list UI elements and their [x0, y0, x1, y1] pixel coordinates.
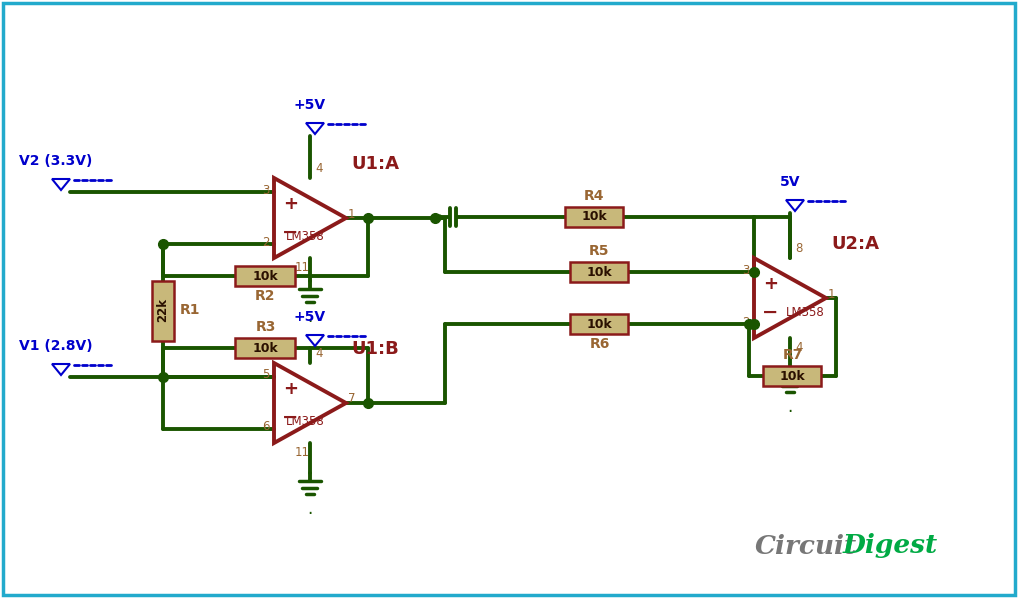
- FancyBboxPatch shape: [3, 3, 1015, 595]
- Text: U1:B: U1:B: [351, 340, 399, 358]
- Polygon shape: [306, 335, 324, 346]
- FancyBboxPatch shape: [570, 314, 628, 334]
- Text: 4: 4: [795, 341, 802, 354]
- Text: Digest: Digest: [843, 533, 939, 559]
- Text: 10k: 10k: [252, 270, 278, 282]
- Text: 2: 2: [742, 316, 750, 328]
- FancyBboxPatch shape: [235, 338, 295, 358]
- Text: +: +: [283, 380, 297, 398]
- FancyBboxPatch shape: [570, 262, 628, 282]
- Text: Circuit: Circuit: [755, 533, 857, 559]
- Text: .: .: [307, 308, 313, 326]
- FancyBboxPatch shape: [152, 280, 174, 340]
- Text: R6: R6: [589, 337, 610, 351]
- Text: −: −: [762, 303, 779, 322]
- Text: R4: R4: [584, 189, 605, 203]
- Text: 6: 6: [263, 420, 270, 434]
- Text: 4: 4: [315, 162, 323, 175]
- Text: LM358: LM358: [786, 306, 825, 319]
- Text: 3: 3: [742, 264, 750, 276]
- Text: R5: R5: [589, 244, 610, 258]
- Text: R1: R1: [180, 304, 201, 318]
- Text: 11: 11: [294, 446, 309, 459]
- Polygon shape: [52, 179, 70, 190]
- Polygon shape: [52, 364, 70, 375]
- Text: 10k: 10k: [586, 318, 613, 331]
- Text: 5: 5: [263, 368, 270, 382]
- Text: 10k: 10k: [581, 210, 608, 224]
- Polygon shape: [306, 123, 324, 134]
- Text: LM358: LM358: [286, 230, 325, 243]
- Text: 8: 8: [795, 242, 802, 255]
- Text: 4: 4: [315, 347, 323, 360]
- Text: +: +: [283, 195, 297, 213]
- Text: 1: 1: [828, 288, 836, 301]
- Text: R3: R3: [256, 320, 276, 334]
- Text: −: −: [282, 222, 298, 242]
- Text: 2: 2: [263, 236, 270, 249]
- Text: 7: 7: [348, 392, 355, 405]
- Text: R7: R7: [782, 348, 802, 362]
- FancyBboxPatch shape: [764, 366, 822, 386]
- Text: +5V: +5V: [294, 310, 326, 324]
- Text: 10k: 10k: [780, 370, 805, 383]
- Text: 10k: 10k: [586, 266, 613, 279]
- Text: +: +: [762, 275, 778, 293]
- Text: 5V: 5V: [780, 175, 800, 189]
- Text: LM358: LM358: [286, 415, 325, 428]
- Text: +5V: +5V: [294, 98, 326, 112]
- Text: 10k: 10k: [252, 341, 278, 355]
- Polygon shape: [786, 200, 804, 211]
- Text: V2 (3.3V): V2 (3.3V): [19, 154, 93, 168]
- Text: U2:A: U2:A: [831, 235, 879, 253]
- Text: .: .: [307, 500, 313, 518]
- Text: 22k: 22k: [157, 298, 170, 322]
- Text: R2: R2: [256, 289, 276, 303]
- FancyBboxPatch shape: [235, 266, 295, 286]
- FancyBboxPatch shape: [566, 207, 623, 227]
- Text: 1: 1: [348, 208, 355, 221]
- Text: −: −: [282, 407, 298, 426]
- Text: .: .: [787, 398, 793, 416]
- Text: 3: 3: [263, 184, 270, 197]
- Text: 11: 11: [294, 261, 309, 274]
- Text: V1 (2.8V): V1 (2.8V): [19, 339, 93, 353]
- Text: U1:A: U1:A: [351, 155, 399, 173]
